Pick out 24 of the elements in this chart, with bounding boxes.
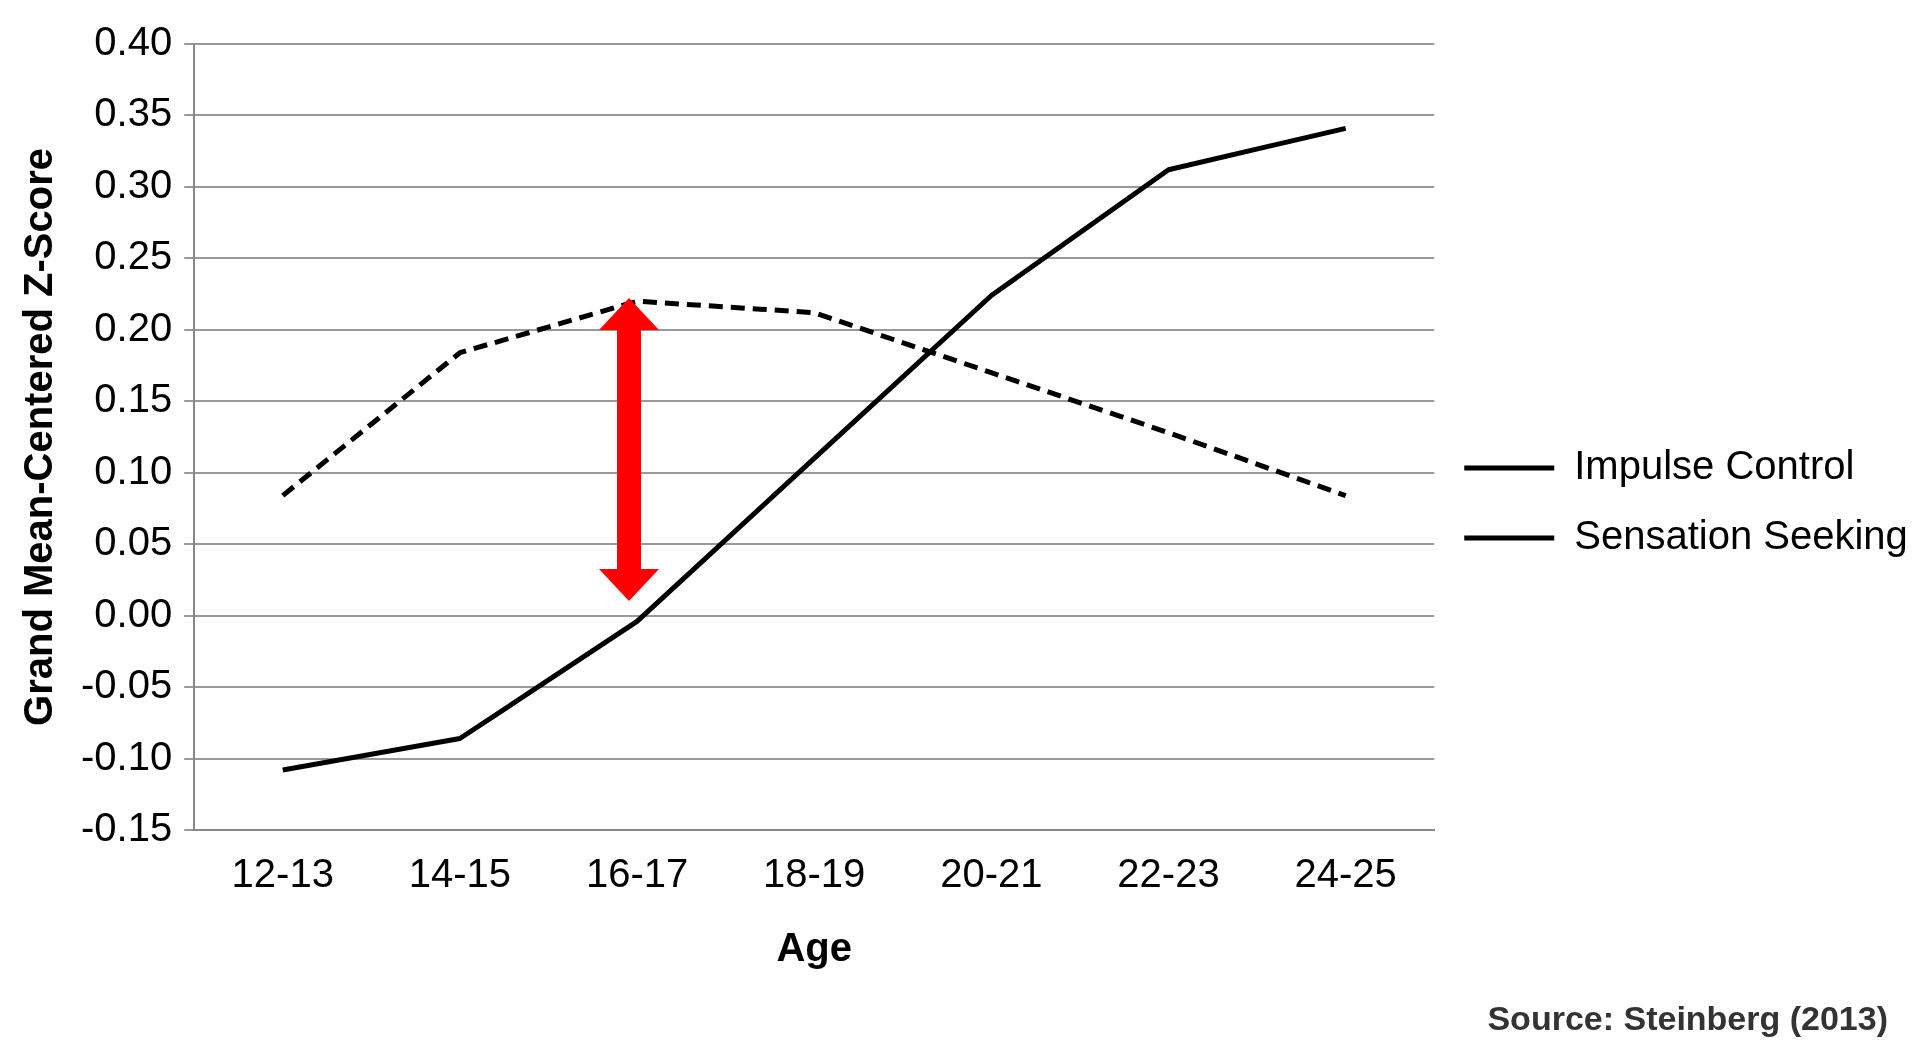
y-axis-title: Grand Mean-Centered Z-Score (16, 148, 61, 726)
source-note: Source: Steinberg (2013) (1487, 999, 1888, 1038)
y-tick-label: -0.10 (81, 733, 173, 778)
legend-label: Impulse Control (1574, 443, 1855, 488)
y-tick-label: -0.05 (81, 662, 173, 707)
y-tick-label: 0.00 (94, 590, 173, 635)
x-tick-label: 18-19 (763, 851, 866, 896)
y-tick-label: 0.10 (94, 447, 173, 492)
x-tick-label: 16-17 (585, 851, 689, 896)
x-axis-title: Age (776, 925, 852, 970)
y-tick-label: 0.30 (94, 161, 173, 206)
y-tick-label: 0.20 (94, 304, 173, 349)
y-tick-label: 0.15 (94, 376, 173, 421)
x-tick-label: 24-25 (1294, 851, 1397, 896)
y-tick-label: -0.15 (81, 805, 173, 850)
x-tick-label: 12-13 (231, 851, 334, 896)
y-tick-label: 0.35 (94, 90, 173, 135)
legend-label: Sensation Seeking (1574, 513, 1908, 558)
y-tick-label: 0.25 (94, 233, 173, 278)
x-tick-label: 22-23 (1117, 851, 1220, 896)
y-tick-label: 0.40 (94, 19, 173, 64)
x-tick-label: 20-21 (940, 851, 1043, 896)
x-tick-label: 14-15 (408, 851, 512, 896)
y-tick-label: 0.05 (94, 519, 173, 564)
